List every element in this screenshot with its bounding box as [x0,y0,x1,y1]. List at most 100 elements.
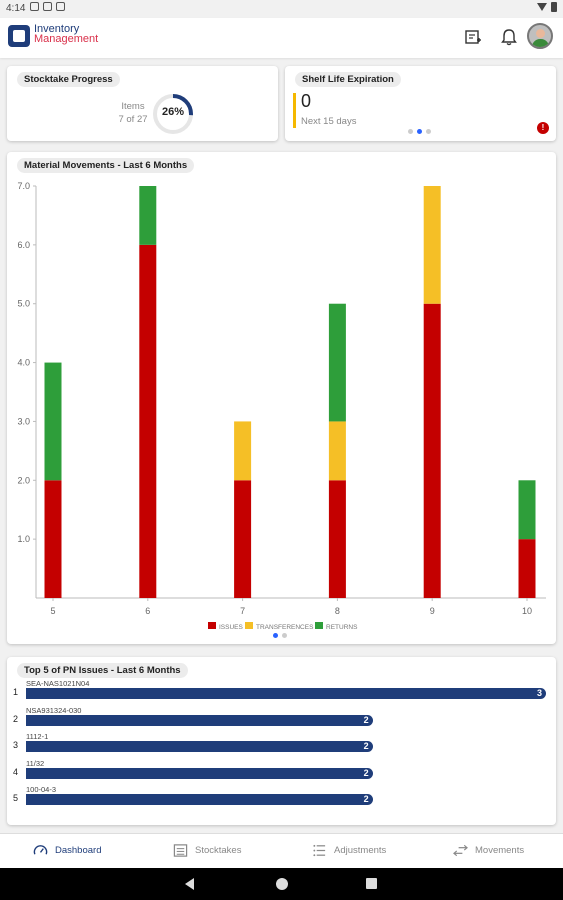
progress-percent: 26% [161,106,185,118]
pager-dot-active[interactable] [273,633,278,638]
bar-segment-returns [44,362,62,481]
bar-segment-issues [234,480,252,598]
speedometer-icon [33,845,48,855]
pn-rank: 3 [13,740,19,750]
logo-line2: Management [34,33,99,45]
bar-segment-returns [518,480,536,540]
material-movements-card: Material Movements - Last 6 Months 1.0 2.… [7,152,556,644]
notification-app-icon [30,2,39,11]
list-icon [313,844,326,857]
pn-row: 2 NSA931324-030 2 [7,706,547,736]
pn-row: 4 11/32 2 [7,759,547,789]
status-notification-icons [30,2,65,11]
nav-dashboard[interactable]: Dashboard [33,843,101,858]
request-list-icon[interactable] [464,28,482,46]
y-tick-label: 2.0 [17,475,30,485]
system-navigation-bar [0,868,563,900]
pager-dot[interactable] [282,633,287,638]
legend-label: TRANSFERENCES [256,624,314,631]
stocktake-card-title: Stocktake Progress [17,72,120,87]
pager-dot[interactable] [408,129,413,134]
bell-icon[interactable] [500,28,518,46]
items-value: 7 of 27 [118,114,148,125]
legend-label: ISSUES [219,624,244,631]
progress-ring [153,94,193,134]
pn-name: 1112-1 [26,732,49,741]
bar-segment-transferences [234,421,252,481]
y-tick-label: 6.0 [17,240,30,250]
progress-ring-fill [153,94,193,134]
shelf-card-title: Shelf Life Expiration [295,72,401,87]
nav-dashboard-label: Dashboard [55,845,102,856]
bar-segment-issues [328,480,346,598]
x-tick-label: 9 [430,606,435,616]
legend-swatch [315,622,323,629]
x-tick-label: 6 [145,606,150,616]
user-avatar[interactable] [527,23,553,49]
bar-segment-issues [518,539,536,598]
movements-chart: 1.0 2.0 3.0 4.0 5.0 6.0 7.0 5 6 7 8 9 10 ISSUES TRANSF… [17,181,546,631]
home-icon[interactable] [276,878,288,890]
nav-adjustments[interactable]: Adjustments [312,843,386,858]
legend-swatch [245,622,253,629]
pn-bar: 3 [26,688,546,699]
bottom-navigation: Dashboard Stocktakes Adjustments Movemen… [0,833,563,869]
recent-apps-icon[interactable] [366,878,377,889]
shelf-subtitle: Next 15 days [301,116,357,127]
x-tick-label: 8 [335,606,340,616]
pn-rank: 1 [13,687,19,697]
pn-value: 3 [536,688,542,698]
pn-bar: 2 [26,767,373,779]
status-time: 4:14 [6,3,26,14]
battery-icon [551,2,557,12]
y-tick-label: 4.0 [17,358,30,368]
notification-shield-icon [56,2,65,11]
swap-arrows-icon [453,844,468,857]
top-pn-title: Top 5 of PN Issues - Last 6 Months [17,663,188,678]
y-tick-label: 7.0 [17,181,30,191]
shelf-life-card[interactable]: Shelf Life Expiration 0 Next 15 days ! [285,66,556,141]
pn-rank: 5 [13,793,19,803]
pn-value: 2 [363,714,369,725]
pn-name: SEA-NAS1021N04 [26,679,90,688]
pn-row: 5 100-04-3 2 [7,785,547,815]
items-label: Items [121,101,145,112]
pn-value: 2 [363,794,369,804]
pn-bar: 2 [26,714,373,726]
pn-row: 3 1112-1 2 [7,732,547,762]
x-tick-label: 7 [240,606,245,616]
x-tick-label: 5 [50,606,55,616]
shelf-count: 0 [301,91,312,111]
pn-bar: 2 [26,794,373,805]
status-system-icons [537,2,557,12]
legend-swatch [208,622,216,629]
legend-label: RETURNS [326,624,358,631]
nav-movements[interactable]: Movements [453,843,524,858]
pn-name: 11/32 [26,758,45,768]
stocktake-list-icon [173,844,188,857]
alert-icon[interactable]: ! [537,122,549,134]
logo-box-icon [8,25,30,47]
nav-adjustments-label: Adjustments [334,845,387,856]
y-tick-label: 1.0 [17,534,30,544]
notification-gear-icon [43,2,52,11]
nav-movements-label: Movements [475,845,525,856]
pn-row: 1 SEA-NAS1021N04 3 [7,679,547,709]
status-bar: 4:14 [0,0,563,18]
back-icon[interactable] [185,878,194,890]
bar-segment-returns [139,186,157,245]
pager-dot-active[interactable] [417,129,422,134]
pager-dot[interactable] [426,129,431,134]
wifi-icon [537,3,547,11]
shelf-pager-dots [408,129,431,134]
bar-segment-issues [44,480,62,598]
pn-value: 2 [363,741,369,751]
nav-stocktakes[interactable]: Stocktakes [173,843,241,858]
nav-stocktakes-label: Stocktakes [195,845,242,856]
movements-chart-title: Material Movements - Last 6 Months [17,158,195,173]
pn-name: NSA931324-030 [26,705,82,715]
stocktake-progress-card[interactable]: Stocktake Progress Items 7 of 27 26% [7,66,278,141]
pn-bar: 2 [26,741,373,752]
app-bar: Inventory Management [0,18,563,58]
x-tick-label: 10 [522,606,532,616]
